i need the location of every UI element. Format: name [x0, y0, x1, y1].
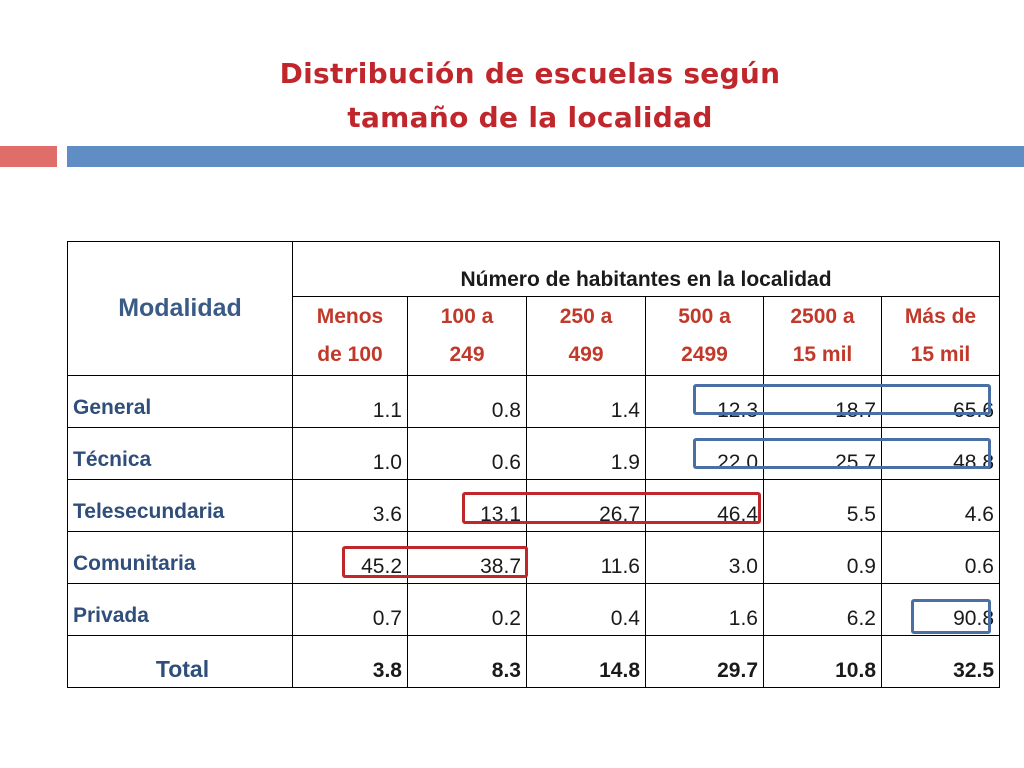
total-cell: 32.5: [881, 635, 1000, 688]
highlight-box-telesecundaria: [462, 492, 761, 524]
table-cell: 0.6: [881, 531, 1000, 584]
column-header: Menos de 100: [292, 296, 408, 376]
column-header: Más de 15 mil: [881, 296, 1000, 376]
slide-title: Distribución de escuelas según tamaño de…: [0, 52, 1024, 140]
decorative-bar-blue: [67, 146, 1024, 167]
row-label-privada: Privada: [67, 583, 293, 636]
row-label-comunitaria: Comunitaria: [67, 531, 293, 584]
slide-title-line-1: Distribución de escuelas según: [279, 57, 781, 90]
column-header: 2500 a 15 mil: [763, 296, 882, 376]
modalidad-header: Modalidad: [67, 241, 293, 376]
column-header: 250 a 499: [526, 296, 646, 376]
row-label-telesecundaria: Telesecundaria: [67, 479, 293, 532]
highlight-box-tecnica: [693, 438, 991, 469]
table-cell: 0.7: [292, 583, 408, 636]
table-cell: 90.8: [881, 583, 1000, 636]
table-cell: 0.8: [407, 375, 527, 428]
table-cell: 6.2: [763, 583, 882, 636]
table-cell: 3.0: [645, 531, 764, 584]
table-cell: 11.6: [526, 531, 646, 584]
table-cell: 0.4: [526, 583, 646, 636]
row-label-total: Total: [67, 635, 293, 688]
total-cell: 8.3: [407, 635, 527, 688]
table-cell: 1.9: [526, 427, 646, 480]
table-row: Privada 0.7 0.2 0.4 1.6 6.2 90.8: [67, 583, 1000, 636]
table-cell: 18.7: [763, 375, 882, 428]
group-header: Número de habitantes en la localidad: [292, 241, 1000, 297]
table-cell: 25.7: [763, 427, 882, 480]
table-cell: 1.4: [526, 375, 646, 428]
highlight-box-general: [693, 384, 991, 415]
table-cell: 1.6: [645, 583, 764, 636]
total-row: Total 3.8 8.3 14.8 29.7 10.8 32.5: [67, 635, 1000, 688]
decorative-bar-red: [0, 146, 57, 167]
highlight-box-comunitaria: [342, 546, 528, 578]
total-cell: 14.8: [526, 635, 646, 688]
column-header-row: Menos de 100 100 a 249 250 a 499 500 a 2499 …: [68, 296, 1000, 376]
table-cell: 0.6: [407, 427, 527, 480]
table-row: Comunitaria 45.2 38.7 11.6 3.0 0.9 0.6: [67, 531, 1000, 584]
table-cell: 4.6: [881, 479, 1000, 532]
table-cell: 1.0: [292, 427, 408, 480]
row-label-general: General: [67, 375, 293, 428]
table-cell: 1.1: [292, 375, 408, 428]
table-cell: 0.9: [763, 531, 882, 584]
table-cell: 0.2: [407, 583, 527, 636]
total-cell: 29.7: [645, 635, 764, 688]
table-row: General 1.1 0.8 1.4 12.3 18.7 65.6: [67, 375, 1000, 428]
table-cell: 5.5: [763, 479, 882, 532]
table-cell: 65.6: [881, 375, 1000, 428]
total-cell: 3.8: [292, 635, 408, 688]
row-label-tecnica: Técnica: [67, 427, 293, 480]
total-cell: 10.8: [763, 635, 882, 688]
highlight-box-privada: [911, 599, 991, 634]
table-cell: 3.6: [292, 479, 408, 532]
column-header: 500 a 2499: [645, 296, 764, 376]
slide-title-line-2: tamaño de la localidad: [347, 101, 713, 134]
column-header: 100 a 249: [407, 296, 527, 376]
table-cell: 12.3: [645, 375, 764, 428]
